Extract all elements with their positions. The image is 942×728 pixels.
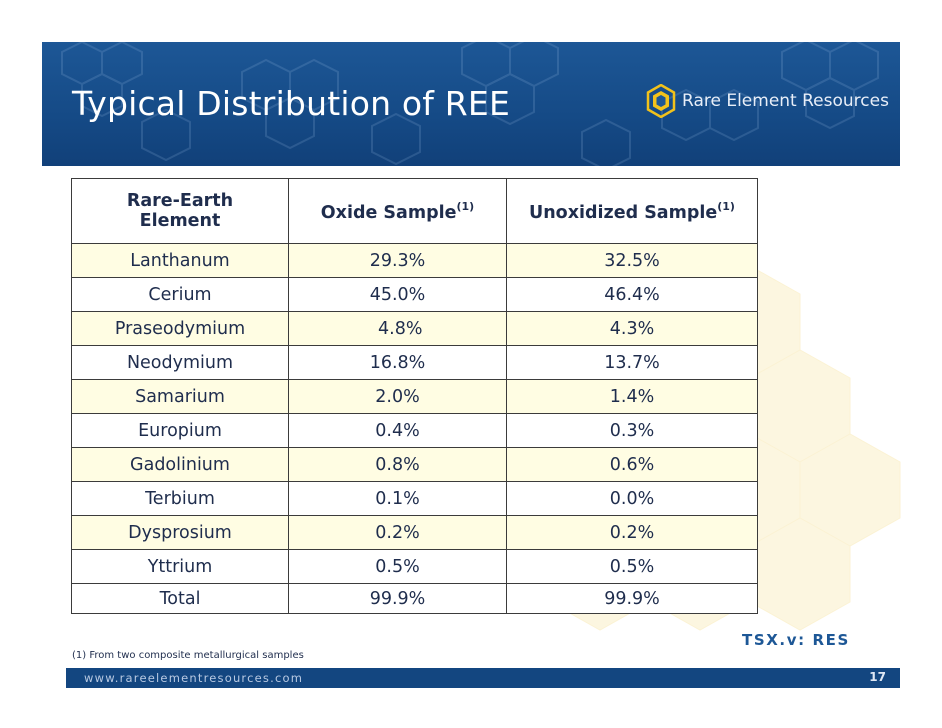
footer-website-link[interactable]: www.rareelementresources.com — [84, 671, 304, 685]
header-unoxidized: Unoxidized Sample(1) — [506, 178, 758, 244]
cell-element: Gadolinium — [71, 447, 289, 482]
cell-unoxidized: 13.7% — [506, 345, 758, 380]
cell-element: Lanthanum — [71, 243, 289, 278]
header-unoxidized-label: Unoxidized Sample — [529, 202, 718, 223]
cell-unoxidized: 32.5% — [506, 243, 758, 278]
slide-title: Typical Distribution of REE — [72, 84, 511, 123]
table-row: Neodymium 16.8% 13.7% — [71, 345, 758, 380]
cell-element: Yttrium — [71, 549, 289, 584]
cell-total-unoxidized: 99.9% — [506, 583, 758, 614]
company-logo: Rare Element Resources — [646, 84, 889, 118]
cell-element: Europium — [71, 413, 289, 448]
cell-total-label: Total — [71, 583, 289, 614]
cell-element: Terbium — [71, 481, 289, 516]
cell-element: Dysprosium — [71, 515, 289, 550]
cell-oxide: 0.8% — [288, 447, 507, 482]
cell-unoxidized: 0.0% — [506, 481, 758, 516]
header-unoxidized-footnote-ref: (1) — [717, 199, 735, 213]
cell-element: Praseodymium — [71, 311, 289, 346]
cell-oxide: 2.0% — [288, 379, 507, 414]
logo-text: Rare Element Resources — [682, 91, 889, 111]
table-row: Lanthanum 29.3% 32.5% — [71, 243, 758, 278]
table-row: Praseodymium 4.8% 4.3% — [71, 311, 758, 346]
cell-oxide: 0.1% — [288, 481, 507, 516]
table-row: Dysprosium 0.2% 0.2% — [71, 515, 758, 550]
cell-unoxidized: 0.5% — [506, 549, 758, 584]
cell-oxide: 29.3% — [288, 243, 507, 278]
table-row: Terbium 0.1% 0.0% — [71, 481, 758, 516]
header-element: Rare-Earth Element — [71, 178, 289, 244]
table-row: Yttrium 0.5% 0.5% — [71, 549, 758, 584]
cell-unoxidized: 46.4% — [506, 277, 758, 312]
table-row: Samarium 2.0% 1.4% — [71, 379, 758, 414]
header-oxide: Oxide Sample(1) — [288, 178, 507, 244]
header-oxide-footnote-ref: (1) — [456, 199, 475, 213]
header-band: Typical Distribution of REE Rare Element… — [42, 42, 900, 166]
stock-ticker: TSX.v: RES — [742, 631, 850, 649]
footer-bar: www.rareelementresources.com 17 — [66, 668, 900, 688]
table-total-row: Total 99.9% 99.9% — [71, 583, 758, 614]
cell-element: Neodymium — [71, 345, 289, 380]
cell-unoxidized: 0.3% — [506, 413, 758, 448]
cell-oxide: 4.8% — [288, 311, 507, 346]
footnote: (1) From two composite metallurgical sam… — [72, 650, 304, 661]
cell-unoxidized: 4.3% — [506, 311, 758, 346]
cell-unoxidized: 0.2% — [506, 515, 758, 550]
cell-oxide: 16.8% — [288, 345, 507, 380]
hexagon-pattern — [61, 42, 879, 166]
cell-oxide: 0.2% — [288, 515, 507, 550]
header-element-line1: Rare-Earth — [126, 191, 234, 211]
cell-unoxidized: 1.4% — [506, 379, 758, 414]
cell-element: Cerium — [71, 277, 289, 312]
page-number: 17 — [869, 670, 886, 684]
header-oxide-label: Oxide Sample — [320, 202, 457, 223]
ree-distribution-table: Rare-Earth Element Oxide Sample(1) Unoxi… — [71, 178, 758, 614]
header-element-line2: Element — [139, 211, 221, 231]
table-row: Cerium 45.0% 46.4% — [71, 277, 758, 312]
cell-oxide: 0.4% — [288, 413, 507, 448]
table-header-row: Rare-Earth Element Oxide Sample(1) Unoxi… — [71, 178, 758, 244]
cell-oxide: 0.5% — [288, 549, 507, 584]
cell-total-oxide: 99.9% — [288, 583, 507, 614]
cell-element: Samarium — [71, 379, 289, 414]
cell-oxide: 45.0% — [288, 277, 507, 312]
cell-unoxidized: 0.6% — [506, 447, 758, 482]
table-row: Europium 0.4% 0.3% — [71, 413, 758, 448]
table-row: Gadolinium 0.8% 0.6% — [71, 447, 758, 482]
hexagon-logo-icon — [646, 84, 676, 118]
